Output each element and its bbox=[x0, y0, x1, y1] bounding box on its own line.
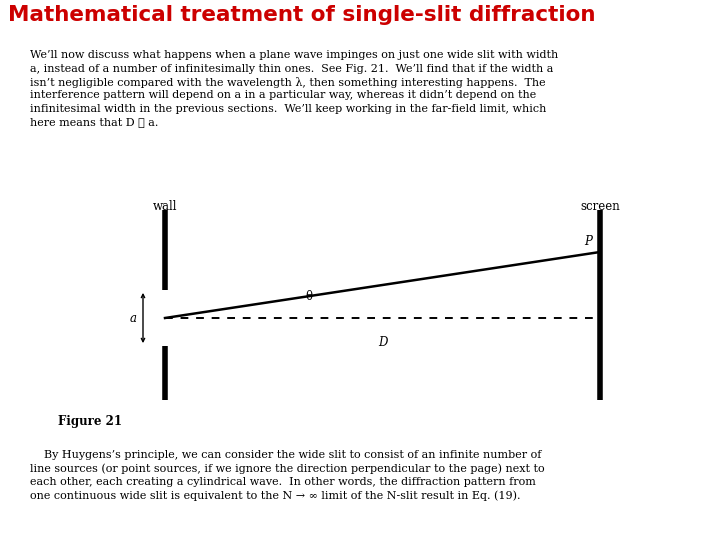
Text: one continuous wide slit is equivalent to the N → ∞ limit of the N-slit result i: one continuous wide slit is equivalent t… bbox=[30, 490, 521, 501]
Text: P: P bbox=[584, 235, 592, 248]
Text: interference pattern will depend on a in a particular way, whereas it didn’t dep: interference pattern will depend on a in… bbox=[30, 91, 536, 100]
Text: a: a bbox=[130, 312, 137, 325]
Text: By Huygens’s principle, we can consider the wide slit to consist of an infinite : By Huygens’s principle, we can consider … bbox=[30, 450, 541, 460]
Text: infinitesimal width in the previous sections.  We’ll keep working in the far-fie: infinitesimal width in the previous sect… bbox=[30, 104, 546, 114]
Text: Figure 21: Figure 21 bbox=[58, 415, 122, 428]
Text: isn’t negligible compared with the wavelength λ, then something interesting happ: isn’t negligible compared with the wavel… bbox=[30, 77, 546, 88]
Text: here means that D ≫ a.: here means that D ≫ a. bbox=[30, 118, 158, 127]
Text: screen: screen bbox=[580, 200, 620, 213]
Text: D: D bbox=[378, 336, 387, 349]
Text: Mathematical treatment of single-slit diffraction: Mathematical treatment of single-slit di… bbox=[8, 5, 595, 25]
Text: each other, each creating a cylindrical wave.  In other words, the diffraction p: each other, each creating a cylindrical … bbox=[30, 477, 536, 487]
Text: line sources (or point sources, if we ignore the direction perpendicular to the : line sources (or point sources, if we ig… bbox=[30, 463, 544, 474]
Text: a, instead of a number of infinitesimally thin ones.  See Fig. 21.  We’ll find t: a, instead of a number of infinitesimall… bbox=[30, 64, 554, 73]
Text: wall: wall bbox=[153, 200, 177, 213]
Text: θ: θ bbox=[305, 289, 312, 302]
Text: We’ll now discuss what happens when a plane wave impinges on just one wide slit : We’ll now discuss what happens when a pl… bbox=[30, 50, 558, 60]
